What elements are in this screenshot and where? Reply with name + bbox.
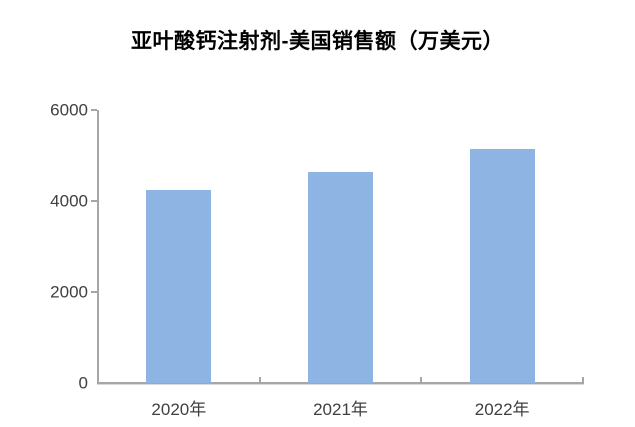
x-tick-label: 2020年 (151, 400, 207, 419)
bar-2022年 (469, 149, 535, 383)
y-tick-mark (91, 109, 97, 111)
chart-title: 亚叶酸钙注射剂-美国销售额（万美元） (131, 30, 504, 53)
y-tick-mark (91, 200, 97, 202)
y-tick-label: 6000 (50, 100, 88, 120)
x-tick-mark (258, 377, 261, 382)
y-tick-mark (91, 291, 97, 293)
y-tick-label: 4000 (50, 191, 88, 211)
x-axis-line (97, 382, 584, 385)
bar-2021年 (308, 171, 373, 383)
x-tick-label: 2022年 (474, 400, 530, 419)
y-tick-label: 0 (78, 373, 88, 393)
x-tick-label: 2021年 (313, 400, 368, 419)
y-tick-label: 2000 (50, 282, 88, 302)
x-tick-mark (420, 377, 423, 382)
y-axis-line (97, 110, 99, 384)
x-tick-mark (582, 377, 584, 382)
bar-2020年 (146, 190, 212, 383)
